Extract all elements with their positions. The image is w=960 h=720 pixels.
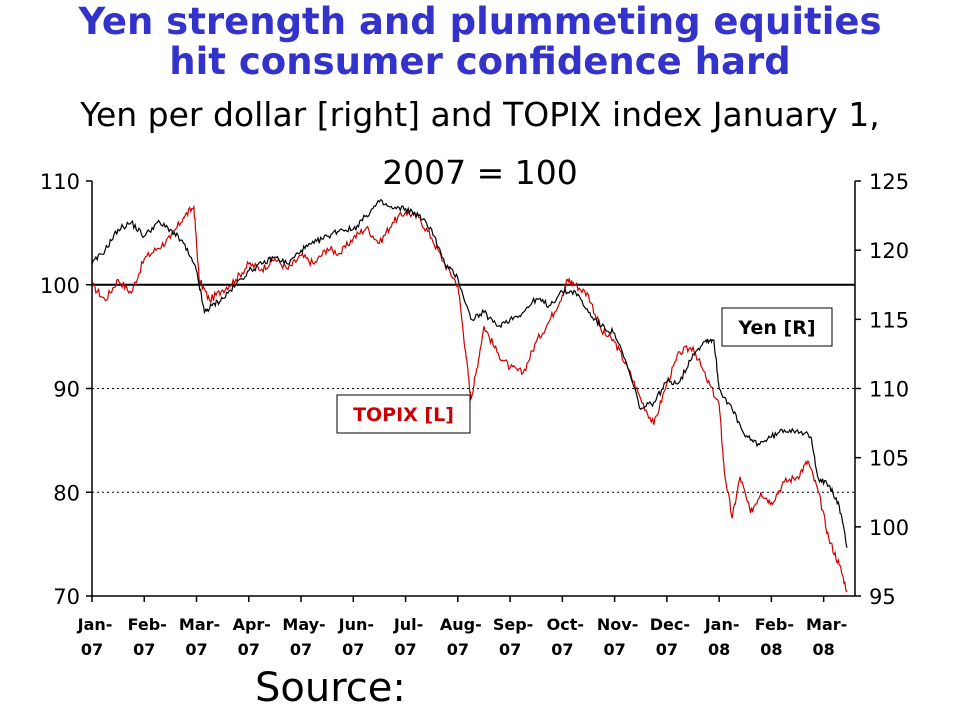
x-tick-label-month: Jan-	[77, 615, 113, 634]
x-tick-label-year: 07	[290, 640, 312, 659]
x-tick-label-year: 07	[81, 640, 103, 659]
y-right-tick-label: 95	[869, 585, 896, 609]
chart-subtitle: Yen per dollar [right] and TOPIX index J…	[80, 95, 880, 192]
axes: 70 80 90 100 110 95 100 105 110 115 120 125 Jan- 07 Fe…	[40, 170, 909, 659]
series-line-yen	[91, 198, 848, 548]
y-right-tick-label: 120	[869, 239, 909, 263]
x-tick-label-year: 07	[656, 640, 678, 659]
y-left-tick-label: 70	[53, 585, 80, 609]
y-right-tick-label: 115	[869, 308, 909, 332]
x-tick-label-month: Feb-	[128, 615, 167, 634]
x-tick-label-month: May-	[282, 615, 325, 634]
x-tick-label-month: Jun-	[338, 615, 374, 634]
yen-series-label: Yen [R]	[737, 317, 815, 339]
y-right-tick-label: 110	[869, 378, 909, 402]
series-label-box	[721, 307, 833, 347]
y-left-tick-label: 100	[40, 274, 80, 298]
y-left-tick-label: 110	[40, 170, 80, 194]
y-right-tick-label: 100	[869, 516, 909, 540]
x-tick-label-month: Apr-	[233, 615, 271, 634]
x-tick-label-month: Feb-	[755, 615, 794, 634]
series-lines	[91, 198, 848, 593]
x-tick-label-month: Oct-	[547, 615, 584, 634]
x-tick-label-month: Jan-	[704, 615, 740, 634]
x-tick-label-year: 07	[133, 640, 155, 659]
x-tick-label-year: 07	[551, 640, 573, 659]
x-tick-label-year: 07	[603, 640, 625, 659]
chart-title-line2: hit consumer confidence hard	[169, 40, 791, 83]
series-label-box	[336, 394, 471, 434]
y-right-tick-label: 105	[869, 447, 909, 471]
series-labels: TOPIX [L] Yen [R]	[336, 307, 833, 434]
x-tick-label-year: 07	[238, 640, 260, 659]
x-tick-label-year: 08	[813, 640, 835, 659]
y-left-tick-label: 90	[53, 378, 80, 402]
x-tick-label-month: Sep-	[493, 615, 533, 634]
y-right-tick-label: 125	[869, 170, 909, 194]
x-tick-label-month: Mar-	[806, 615, 847, 634]
source-label: Source:	[255, 665, 406, 711]
x-tick-label-year: 07	[394, 640, 416, 659]
x-tick-label-year: 07	[447, 640, 469, 659]
x-tick-label-month: Dec-	[650, 615, 690, 634]
x-tick-label-year: 08	[708, 640, 730, 659]
topix-series-label: TOPIX [L]	[353, 404, 454, 426]
y-left-tick-label: 80	[53, 481, 80, 505]
chart-title-line1: Yen strength and plummeting equities	[78, 0, 882, 43]
x-tick-label-year: 07	[185, 640, 207, 659]
x-tick-label-year: 08	[760, 640, 782, 659]
x-tick-label-year: 07	[342, 640, 364, 659]
x-tick-label-year: 07	[499, 640, 521, 659]
x-tick-label-month: Nov-	[597, 615, 638, 634]
series-line-topix	[91, 204, 848, 593]
x-tick-label-month: Jul-	[393, 615, 423, 634]
x-tick-label-month: Mar-	[179, 615, 220, 634]
x-tick-label-month: Aug-	[440, 615, 482, 634]
